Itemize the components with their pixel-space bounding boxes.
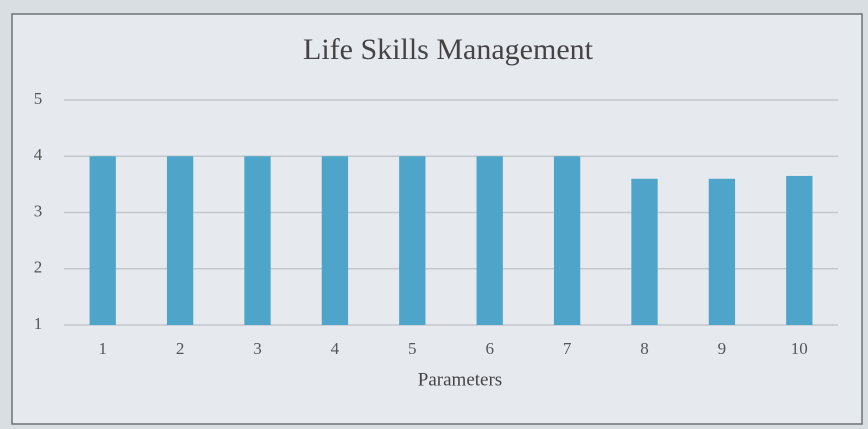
y-tick-label: 1	[34, 314, 43, 333]
bar	[244, 156, 271, 325]
x-axis-label: Parameters	[418, 369, 502, 390]
y-tick-label: 3	[34, 201, 43, 220]
bar	[321, 156, 349, 325]
x-tick-label: 1	[98, 339, 107, 358]
y-tick-label: 5	[34, 89, 43, 108]
x-tick-label: 6	[485, 339, 494, 358]
y-tick-label: 2	[34, 258, 43, 277]
bar	[708, 178, 736, 325]
x-tick-label: 5	[408, 339, 417, 358]
bar	[553, 156, 581, 325]
bar	[631, 178, 658, 325]
x-tick-label: 8	[640, 339, 649, 358]
x-tick-label: 3	[253, 339, 262, 358]
chart-title: Life Skills Management	[303, 33, 594, 66]
bar	[476, 156, 503, 325]
x-tick-label: 4	[331, 339, 340, 358]
x-tick-label: 7	[563, 339, 572, 358]
bar	[166, 156, 194, 325]
x-tick-label: 9	[718, 339, 727, 358]
y-tick-label: 4	[34, 145, 43, 164]
x-tick-label: 2	[176, 339, 185, 358]
bar	[399, 156, 426, 325]
bar	[89, 156, 116, 325]
bar	[786, 175, 813, 325]
x-tick-label: 10	[791, 339, 808, 358]
